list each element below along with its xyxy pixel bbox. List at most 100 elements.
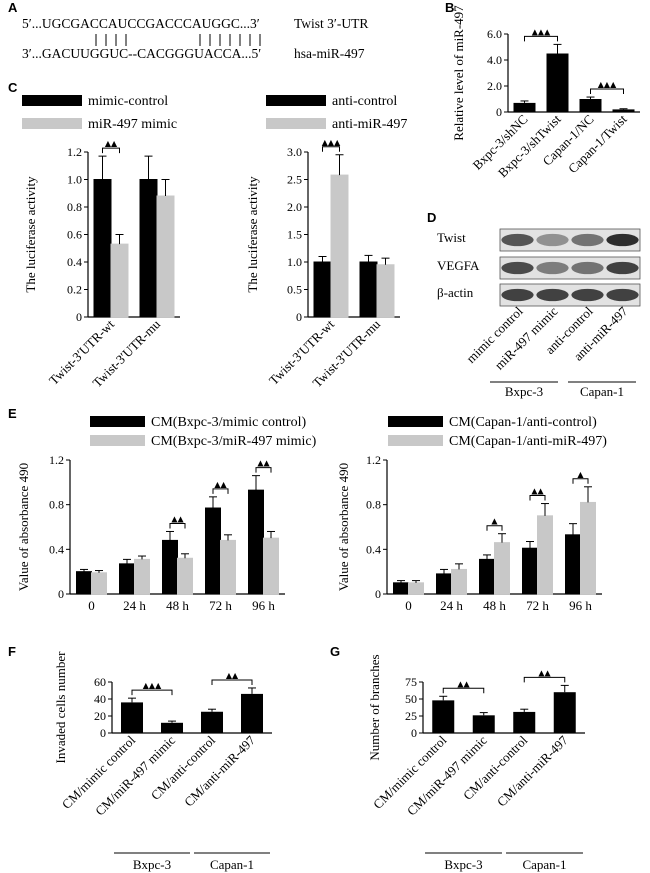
y-tick-label-2: 0.8 bbox=[49, 498, 64, 512]
bar-1-series-1 bbox=[451, 568, 467, 595]
blot-band-1-0 bbox=[501, 261, 534, 275]
y-tick-label-2: 40 bbox=[94, 692, 106, 706]
x-tick-label-2: 48 h bbox=[483, 598, 506, 613]
legend-label-0: CM(Bxpc-3/mimic control) bbox=[151, 415, 306, 430]
blot-label-twist: Twist bbox=[437, 230, 466, 245]
y-axis-label: Value of absorbance 490 bbox=[16, 463, 31, 591]
x-tick-label-4: 96 h bbox=[252, 598, 275, 613]
mir497-sequence: 3′...GACUUGGUC--CACGGGUACCA...5′ bbox=[22, 46, 261, 61]
significance-marker-1: ▲▲ bbox=[538, 668, 551, 677]
blot-band-0-0 bbox=[501, 233, 534, 247]
x-tick-label-1: 24 h bbox=[123, 598, 146, 613]
y-tick-label-2: 0.8 bbox=[366, 498, 381, 512]
significance-bracket-2 bbox=[572, 478, 589, 484]
x-tick-label-0: CM/mimic control bbox=[370, 732, 450, 812]
significance-marker-0: ▲▲▲ bbox=[143, 681, 162, 690]
legend-label-1: CM(Bxpc-3/miR-497 mimic) bbox=[151, 434, 317, 449]
y-tick-label-3: 1.2 bbox=[49, 453, 64, 467]
legend-label-1: anti-miR-497 bbox=[332, 117, 407, 132]
y-axis-label: The luciferase activity bbox=[245, 176, 260, 293]
chart-c-luciferase-anti: 0 0.5 1.0 1.5 2.0 2.5 3.0 The luciferase activi… bbox=[245, 94, 407, 390]
legend-swatch-1 bbox=[266, 118, 326, 129]
blot-band-1-1 bbox=[536, 261, 569, 275]
blot-strip-0 bbox=[499, 228, 641, 252]
blot-band-0-1 bbox=[536, 233, 569, 247]
legend-label-0: anti-control bbox=[332, 94, 397, 109]
bar-3-series-0 bbox=[522, 547, 538, 595]
bar-1 bbox=[161, 722, 183, 733]
x-tick-label-4: 96 h bbox=[569, 598, 592, 613]
x-tick-label-3: CM/anti-miR-497 bbox=[181, 732, 258, 809]
bar-0 bbox=[121, 702, 143, 733]
bar-1-series-1 bbox=[134, 558, 150, 595]
y-tick-label-0: 0 bbox=[100, 726, 106, 740]
legend-swatch-1 bbox=[388, 435, 443, 446]
y-tick-label-0: 0 bbox=[296, 310, 302, 324]
y-axis-label: Relative level of miR-497 bbox=[451, 5, 466, 141]
blot-band-0-2 bbox=[571, 233, 604, 247]
significance-bracket-0 bbox=[169, 522, 186, 529]
y-tick-label-2: 1.0 bbox=[287, 255, 302, 269]
x-tick-label-0: 0 bbox=[405, 598, 412, 613]
y-tick-label-6: 1.2 bbox=[67, 145, 82, 159]
y-tick-label-0: 0 bbox=[496, 105, 502, 119]
legend-swatch-0 bbox=[388, 416, 443, 427]
bar-0-series-0 bbox=[313, 261, 332, 318]
significance-marker-2: ▲▲ bbox=[257, 459, 270, 468]
bar-0-series-1 bbox=[408, 582, 424, 595]
bar-0-series-1 bbox=[91, 572, 107, 595]
bar-1-series-1 bbox=[376, 264, 395, 318]
y-tick-label-1: 20 bbox=[94, 709, 106, 723]
y-tick-label-3: 6.0 bbox=[487, 27, 502, 41]
blot-band-1-3 bbox=[606, 261, 639, 275]
x-tick-label-3: CM/anti-miR-497 bbox=[494, 732, 571, 809]
legend-swatch-0 bbox=[266, 95, 326, 106]
y-tick-label-0: 0 bbox=[411, 726, 417, 740]
significance-bracket-0 bbox=[442, 687, 485, 694]
y-tick-label-3: 60 bbox=[94, 675, 106, 689]
panel-a-alignment: 5′...UGCGACCAUCCGACCCAUGGC...3′ Twist 3′… bbox=[22, 16, 368, 61]
y-tick-label-4: 0.8 bbox=[67, 200, 82, 214]
bar-0-series-0 bbox=[393, 582, 409, 595]
bar-1-series-0 bbox=[359, 261, 378, 318]
significance-bracket-0 bbox=[102, 147, 120, 154]
chart-e-absorbance-capan1: 0 0.4 0.8 1.2 Value of absorbance 490 0 24 h 48… bbox=[336, 415, 607, 613]
blot-label-vegfa: VEGFA bbox=[437, 258, 480, 273]
twist-utr-label: Twist 3′-UTR bbox=[294, 16, 368, 31]
bar-2 bbox=[579, 99, 602, 112]
panel-letter-b: B bbox=[445, 0, 454, 15]
panel-letter-g: G bbox=[330, 644, 340, 659]
y-tick-label-2: 4.0 bbox=[487, 53, 502, 67]
blot-band-2-3 bbox=[606, 288, 639, 302]
significance-marker-0: ▲ bbox=[491, 517, 498, 526]
y-tick-label-2: 50 bbox=[405, 692, 417, 706]
panel-letter-e: E bbox=[8, 406, 17, 421]
y-tick-label-3: 75 bbox=[405, 675, 417, 689]
x-tick-label-0: 0 bbox=[88, 598, 95, 613]
x-tick-label-3: 72 h bbox=[209, 598, 232, 613]
bar-0-series-0 bbox=[93, 179, 112, 318]
significance-bracket-0 bbox=[486, 525, 503, 531]
y-tick-label-0: 0 bbox=[58, 587, 64, 601]
blot-strip-1 bbox=[499, 256, 641, 280]
panel-letter-f: F bbox=[8, 644, 16, 659]
significance-bracket-1 bbox=[529, 495, 546, 501]
blot-band-1-2 bbox=[571, 261, 604, 275]
base-pair-lines bbox=[95, 34, 261, 46]
group-label-1: Capan-1 bbox=[522, 857, 566, 872]
group-label-0: Bxpc-3 bbox=[133, 857, 171, 872]
bar-0 bbox=[513, 102, 536, 112]
y-axis-label: Invaded cells number bbox=[53, 651, 68, 764]
panel-d-western-blot: Twist VEGFA β-actin mimic controlmiR-497… bbox=[437, 228, 641, 399]
y-tick-label-3: 0.6 bbox=[67, 228, 82, 242]
bar-1 bbox=[472, 715, 495, 733]
y-tick-label-5: 2.5 bbox=[287, 173, 302, 187]
legend-swatch-1 bbox=[90, 435, 145, 446]
significance-bracket-0 bbox=[131, 689, 173, 696]
x-tick-label-1: 24 h bbox=[440, 598, 463, 613]
bar-1-series-1 bbox=[156, 195, 175, 318]
